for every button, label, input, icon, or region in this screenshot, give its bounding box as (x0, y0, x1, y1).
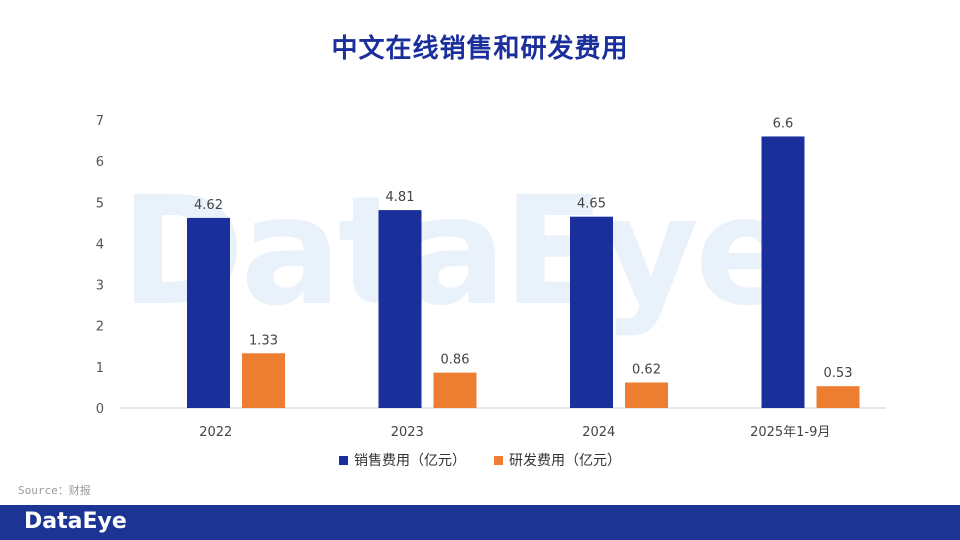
data-label: 0.62 (632, 362, 661, 377)
legend-item-sales: 销售费用（亿元） (339, 450, 466, 470)
bar-sales (761, 136, 805, 408)
data-label: 4.65 (577, 197, 606, 212)
x-tick-label: 2024 (582, 425, 615, 440)
bar-rd (433, 372, 477, 408)
bar-sales (570, 216, 613, 408)
legend-label-rd: 研发费用（亿元） (509, 453, 621, 469)
data-label: 6.6 (773, 116, 794, 131)
bar-rd (625, 382, 668, 408)
data-label: 0.53 (824, 366, 853, 381)
legend-label-sales: 销售费用（亿元） (354, 453, 466, 469)
source-note: Source：财报 (18, 484, 91, 497)
data-label: 0.86 (441, 353, 470, 368)
bar-sales (378, 210, 422, 408)
legend-swatch-rd (494, 455, 503, 465)
watermark: DataEye (120, 165, 797, 339)
legend-item-rd: 研发费用（亿元） (494, 450, 621, 470)
y-tick-label: 2 (96, 320, 104, 335)
y-tick-label: 7 (96, 114, 104, 129)
bar-rd (242, 353, 285, 408)
y-tick-label: 1 (96, 361, 104, 376)
y-tick-label: 6 (96, 155, 104, 170)
y-tick-label: 4 (96, 237, 104, 252)
x-tick-label: 2023 (391, 425, 424, 440)
y-tick-label: 5 (96, 196, 104, 211)
y-tick-label: 3 (96, 279, 104, 294)
legend: 销售费用（亿元） 研发费用（亿元） (0, 450, 960, 470)
bar-rd (816, 386, 860, 408)
legend-swatch-sales (339, 455, 348, 465)
x-tick-label: 2022 (199, 425, 232, 440)
data-label: 1.33 (249, 333, 278, 348)
x-tick-label: 2025年1-9月 (750, 425, 830, 440)
data-label: 4.81 (386, 190, 415, 205)
y-tick-label: 0 (96, 402, 104, 417)
footer-bar: DataEye (0, 505, 960, 540)
data-label: 4.62 (194, 198, 223, 213)
bar-sales (187, 217, 230, 408)
footer-logo: DataEye (24, 509, 127, 534)
chart-title: 中文在线销售和研发费用 (331, 34, 629, 64)
